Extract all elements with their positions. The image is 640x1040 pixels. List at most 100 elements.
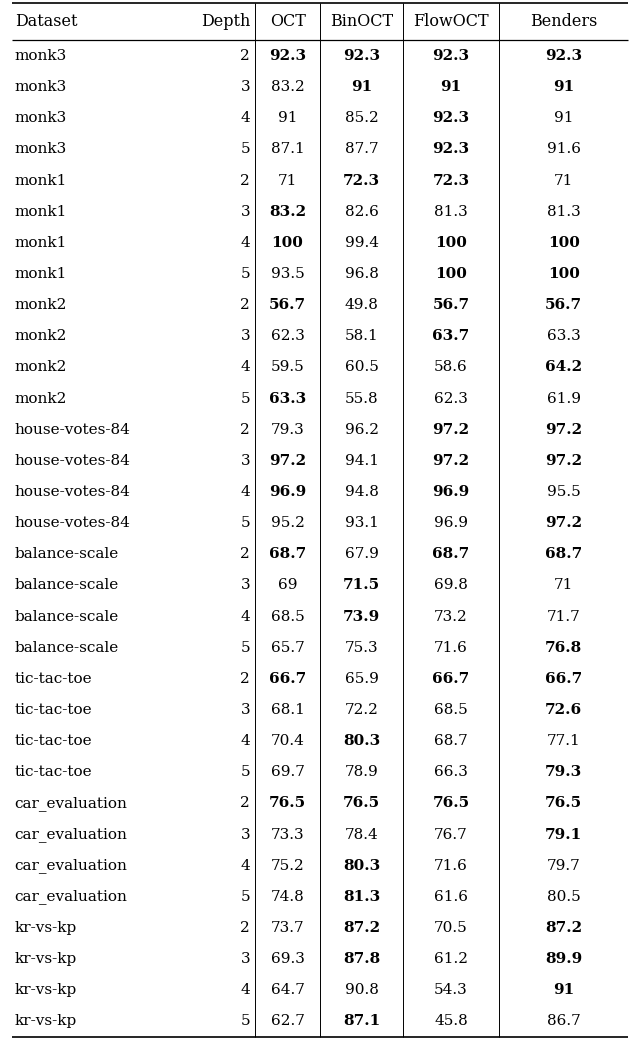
Text: 74.8: 74.8 — [271, 890, 305, 904]
Text: 69.7: 69.7 — [271, 765, 305, 779]
Text: monk3: monk3 — [15, 111, 67, 125]
Text: 92.3: 92.3 — [269, 49, 306, 63]
Text: 3: 3 — [241, 953, 250, 966]
Text: 63.3: 63.3 — [547, 330, 580, 343]
Text: 83.2: 83.2 — [271, 80, 305, 94]
Text: 91: 91 — [553, 80, 574, 94]
Text: Depth: Depth — [201, 14, 251, 30]
Text: house-votes-84: house-votes-84 — [15, 422, 131, 437]
Text: 91.6: 91.6 — [547, 142, 580, 156]
Text: 83.2: 83.2 — [269, 205, 306, 218]
Text: 76.5: 76.5 — [433, 797, 470, 810]
Text: 2: 2 — [241, 174, 250, 187]
Text: balance-scale: balance-scale — [15, 547, 119, 562]
Text: 62.7: 62.7 — [271, 1014, 305, 1029]
Text: 94.1: 94.1 — [345, 453, 379, 468]
Text: monk2: monk2 — [15, 361, 67, 374]
Text: monk1: monk1 — [15, 205, 67, 218]
Text: 2: 2 — [241, 547, 250, 562]
Text: 3: 3 — [241, 703, 250, 717]
Text: 75.3: 75.3 — [345, 641, 378, 655]
Text: 97.2: 97.2 — [433, 453, 470, 468]
Text: 66.7: 66.7 — [545, 672, 582, 685]
Text: 65.7: 65.7 — [271, 641, 305, 655]
Text: 92.3: 92.3 — [545, 49, 582, 63]
Text: 97.2: 97.2 — [269, 453, 306, 468]
Text: 81.3: 81.3 — [343, 890, 380, 904]
Text: 4: 4 — [241, 734, 250, 748]
Text: 5: 5 — [241, 267, 250, 281]
Text: 2: 2 — [241, 49, 250, 63]
Text: kr-vs-kp: kr-vs-kp — [15, 983, 77, 997]
Text: 71.6: 71.6 — [434, 641, 468, 655]
Text: 76.5: 76.5 — [545, 797, 582, 810]
Text: 5: 5 — [241, 765, 250, 779]
Text: 68.5: 68.5 — [434, 703, 468, 717]
Text: tic-tac-toe: tic-tac-toe — [15, 765, 92, 779]
Text: 81.3: 81.3 — [547, 205, 580, 218]
Text: monk2: monk2 — [15, 391, 67, 406]
Text: 71: 71 — [554, 174, 573, 187]
Text: 91: 91 — [278, 111, 298, 125]
Text: 80.3: 80.3 — [343, 859, 380, 873]
Text: monk1: monk1 — [15, 174, 67, 187]
Text: 69: 69 — [278, 578, 298, 593]
Text: 56.7: 56.7 — [545, 298, 582, 312]
Text: 61.2: 61.2 — [434, 953, 468, 966]
Text: 90.8: 90.8 — [345, 983, 379, 997]
Text: 64.7: 64.7 — [271, 983, 305, 997]
Text: monk2: monk2 — [15, 330, 67, 343]
Text: 95.5: 95.5 — [547, 485, 580, 499]
Text: 92.3: 92.3 — [433, 111, 470, 125]
Text: 54.3: 54.3 — [434, 983, 468, 997]
Text: 60.5: 60.5 — [345, 361, 379, 374]
Text: 67.9: 67.9 — [345, 547, 379, 562]
Text: 2: 2 — [241, 797, 250, 810]
Text: 78.4: 78.4 — [345, 828, 378, 841]
Text: 96.9: 96.9 — [434, 516, 468, 530]
Text: 87.2: 87.2 — [545, 921, 582, 935]
Text: 80.5: 80.5 — [547, 890, 580, 904]
Text: 100: 100 — [548, 267, 580, 281]
Text: 76.8: 76.8 — [545, 641, 582, 655]
Text: 93.1: 93.1 — [345, 516, 379, 530]
Text: 76.7: 76.7 — [434, 828, 468, 841]
Text: 91: 91 — [554, 111, 573, 125]
Text: 78.9: 78.9 — [345, 765, 378, 779]
Text: 87.1: 87.1 — [271, 142, 305, 156]
Text: balance-scale: balance-scale — [15, 609, 119, 624]
Text: 2: 2 — [241, 422, 250, 437]
Text: 4: 4 — [241, 609, 250, 624]
Text: balance-scale: balance-scale — [15, 641, 119, 655]
Text: 100: 100 — [435, 267, 467, 281]
Text: 82.6: 82.6 — [345, 205, 379, 218]
Text: 96.8: 96.8 — [345, 267, 379, 281]
Text: 55.8: 55.8 — [345, 391, 378, 406]
Text: 68.7: 68.7 — [434, 734, 468, 748]
Text: 73.9: 73.9 — [343, 609, 380, 624]
Text: 66.7: 66.7 — [433, 672, 470, 685]
Text: monk3: monk3 — [15, 142, 67, 156]
Text: 97.2: 97.2 — [545, 453, 582, 468]
Text: 69.3: 69.3 — [271, 953, 305, 966]
Text: 99.4: 99.4 — [345, 236, 379, 250]
Text: car_evaluation: car_evaluation — [15, 796, 127, 811]
Text: Benders: Benders — [530, 14, 597, 30]
Text: 62.3: 62.3 — [434, 391, 468, 406]
Text: 68.7: 68.7 — [545, 547, 582, 562]
Text: 79.7: 79.7 — [547, 859, 580, 873]
Text: 5: 5 — [241, 516, 250, 530]
Text: 81.3: 81.3 — [434, 205, 468, 218]
Text: 87.7: 87.7 — [345, 142, 378, 156]
Text: 61.6: 61.6 — [434, 890, 468, 904]
Text: 73.7: 73.7 — [271, 921, 305, 935]
Text: 80.3: 80.3 — [343, 734, 380, 748]
Text: 3: 3 — [241, 330, 250, 343]
Text: 5: 5 — [241, 641, 250, 655]
Text: monk1: monk1 — [15, 236, 67, 250]
Text: 100: 100 — [548, 236, 580, 250]
Text: 58.1: 58.1 — [345, 330, 378, 343]
Text: OCT: OCT — [269, 14, 305, 30]
Text: 3: 3 — [241, 578, 250, 593]
Text: 58.6: 58.6 — [434, 361, 468, 374]
